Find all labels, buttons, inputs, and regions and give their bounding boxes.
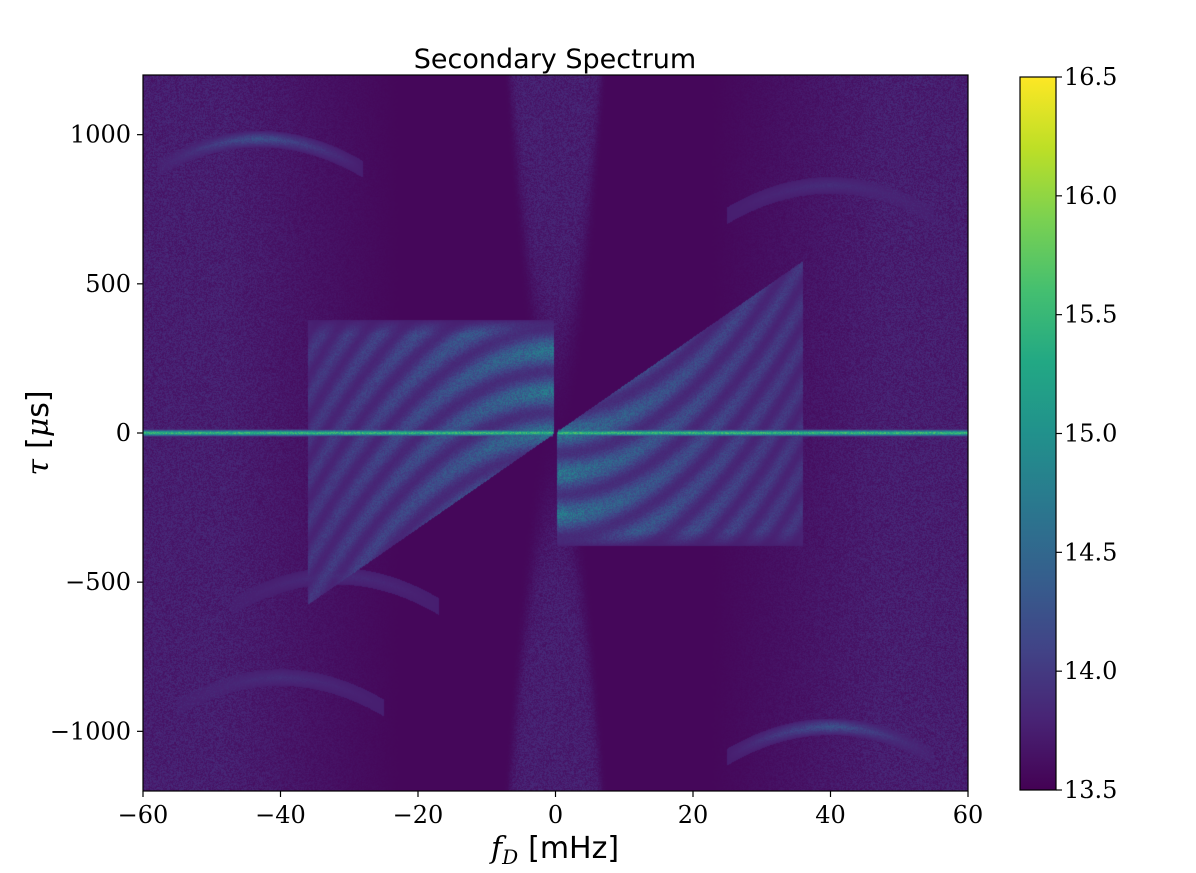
colorbar-tick-label: 13.5 (1064, 776, 1117, 804)
heatmap-area (143, 75, 968, 791)
y-tick-label: 1000 (70, 121, 131, 149)
y-tick-label: 0 (116, 419, 131, 447)
colorbar-tick-label: 15.5 (1064, 301, 1117, 329)
x-tick-label: 60 (953, 801, 984, 829)
colorbar (1019, 76, 1057, 791)
x-tick-label: 0 (548, 801, 563, 829)
y-axis-label-symbol: τ (21, 459, 56, 476)
chart-title: Secondary Spectrum (414, 44, 696, 75)
colorbar-tick-label: 14.5 (1064, 538, 1117, 566)
colorbar-tick-label: 16.5 (1064, 63, 1117, 91)
colorbar-tick-label: 16.0 (1064, 182, 1117, 210)
x-tick-label: −20 (393, 801, 444, 829)
x-tick-label: −40 (255, 801, 306, 829)
x-tick-label: −60 (118, 801, 169, 829)
heatmap-canvas (143, 75, 968, 791)
y-tick-label: 500 (85, 270, 131, 298)
y-tick-label: −1000 (50, 717, 131, 745)
x-axis-label-unit: [mHz] (528, 831, 619, 866)
x-axis-ticks: −60 −40 −20 0 20 40 60 (118, 791, 984, 829)
y-axis-label-rest: s] (21, 390, 56, 417)
x-axis-label: fD [mHz] (489, 831, 619, 869)
colorbar-ticks: 13.5 14.0 14.5 15.0 15.5 16.0 16.5 (1056, 63, 1117, 804)
y-tick-label: −500 (65, 568, 131, 596)
y-axis-label: τ [μs] (21, 390, 56, 475)
x-tick-label: 20 (678, 801, 709, 829)
y-axis-label-mu: μ (21, 418, 56, 438)
x-tick-label: 40 (815, 801, 846, 829)
colorbar-tick-label: 14.0 (1064, 657, 1117, 685)
y-axis-label-open: [ (21, 437, 56, 449)
colorbar-tick-label: 15.0 (1064, 420, 1117, 448)
x-axis-label-subscript: D (501, 845, 518, 869)
y-axis-ticks: −1000 −500 0 500 1000 (50, 121, 143, 745)
